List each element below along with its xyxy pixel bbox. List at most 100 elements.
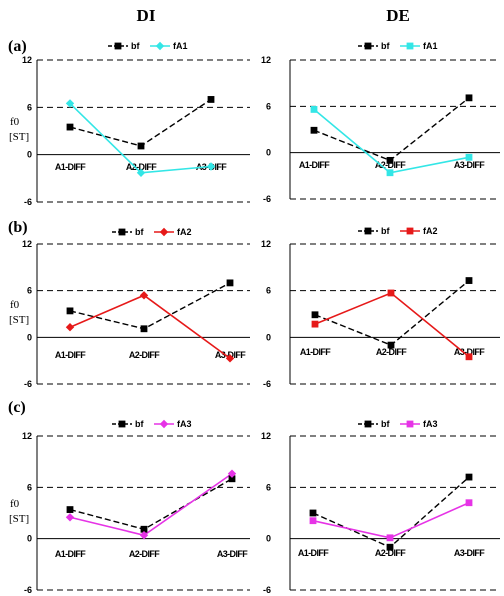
series-line-bf: [69, 282, 231, 330]
chart-panel-c-de: -6 0 6 12 A1-DIFF A2-DIFF A3-DIFF bf fA3: [261, 419, 500, 595]
data-point-bf: [66, 506, 74, 513]
data-point-fA3: [65, 513, 75, 522]
y-tick-label: 0: [27, 150, 32, 160]
y-tick-label: 12: [261, 239, 271, 249]
y-tick-label: -6: [263, 379, 271, 389]
data-point-bf: [465, 473, 473, 481]
y-tick-label: 6: [27, 482, 32, 492]
x-tick-label: A3-DIFF: [454, 548, 485, 558]
y-tick-label: -6: [24, 197, 32, 207]
data-point-bf: [140, 325, 148, 333]
data-point-fA1: [65, 99, 75, 108]
legend-label-bf: bf: [381, 419, 390, 429]
legend-marker-bf: [118, 228, 126, 236]
data-point-fA1: [386, 169, 394, 177]
data-point-bf: [386, 156, 394, 164]
x-tick-label: A2-DIFF: [376, 347, 407, 357]
y-tick-label: 0: [27, 534, 32, 544]
y-tick-label: 0: [266, 534, 271, 544]
y-tick-label: 0: [266, 332, 271, 342]
data-point-bf: [309, 509, 317, 517]
x-tick-label: A1-DIFF: [300, 347, 331, 357]
data-point-fA3: [227, 469, 237, 478]
x-tick-label: A3-DIFF: [217, 549, 248, 559]
data-point-fA2: [65, 323, 75, 332]
y-tick-label: 12: [261, 431, 271, 441]
x-tick-label: A1-DIFF: [55, 549, 86, 559]
legend-marker-fA2: [159, 227, 169, 237]
legend-marker-bf: [364, 420, 372, 428]
data-point-fA1: [136, 168, 146, 178]
series-line-bf: [69, 98, 212, 147]
legend-label-fA2: fA2: [177, 227, 192, 237]
legend-label-bf: bf: [135, 227, 144, 237]
series-line-fA3: [312, 502, 470, 539]
y-tick-label: 6: [27, 286, 32, 296]
y-tick-label: 12: [22, 239, 32, 249]
y-axis-label: f0: [10, 116, 20, 128]
row-label-a: (a): [8, 38, 27, 55]
row-label-b: (b): [8, 219, 28, 236]
y-axis-label: f0: [10, 299, 20, 311]
data-point-bf: [310, 126, 318, 134]
x-tick-label: A2-DIFF: [375, 548, 406, 558]
data-point-bf: [386, 543, 394, 551]
data-point-fA1: [310, 106, 318, 113]
y-axis-label-unit: [ST]: [9, 314, 29, 326]
legend-marker-fA2: [406, 227, 414, 235]
series-line-fA2: [69, 294, 231, 359]
y-tick-label: 0: [27, 332, 32, 342]
data-point-bf: [137, 142, 145, 150]
data-point-bf: [140, 525, 148, 533]
legend-marker-bf: [364, 227, 372, 235]
x-tick-label: A3-DIFF: [454, 160, 485, 170]
data-point-bf: [66, 123, 74, 131]
y-tick-label: 12: [261, 55, 271, 65]
legend-marker-fA1: [155, 41, 165, 51]
x-tick-label: A2-DIFF: [375, 160, 406, 170]
legend-label-fA2: fA2: [423, 226, 438, 236]
x-tick-label: A1-DIFF: [55, 162, 86, 172]
data-point-bf: [465, 277, 473, 284]
data-point-bf: [66, 307, 74, 315]
data-point-fA3: [139, 531, 149, 540]
data-point-fA2: [139, 291, 149, 300]
y-tick-label: 6: [266, 101, 271, 111]
legend-marker-bf: [114, 42, 122, 50]
data-point-bf: [387, 341, 395, 349]
x-tick-label: A2-DIFF: [129, 350, 160, 360]
data-point-bf: [465, 94, 473, 102]
legend-label-fA1: fA1: [423, 41, 438, 51]
y-tick-label: -6: [263, 194, 271, 204]
series-line-bf: [69, 478, 233, 531]
x-tick-label: A2-DIFF: [129, 549, 160, 559]
y-tick-label: -6: [24, 585, 32, 595]
x-tick-label: A1-DIFF: [299, 160, 330, 170]
legend-label-bf: bf: [381, 41, 390, 51]
y-tick-label: 0: [266, 148, 271, 158]
data-point-bf: [226, 279, 234, 287]
data-point-fA2: [387, 289, 395, 297]
data-point-fA3: [309, 517, 317, 525]
x-tick-label: A1-DIFF: [55, 350, 86, 360]
legend-marker-fA1: [406, 42, 414, 50]
legend-label-bf: bf: [381, 226, 390, 236]
data-point-fA1: [206, 162, 216, 171]
legend-label-fA3: fA3: [177, 419, 192, 429]
legend-label-fA3: fA3: [423, 419, 438, 429]
y-tick-label: -6: [263, 585, 271, 595]
chart-panel-b-de: -6 0 6 12 A1-DIFF A2-DIFF A3-DIFF bf fA2: [261, 226, 500, 389]
legend-marker-bf: [118, 420, 126, 428]
legend-label-bf: bf: [131, 41, 140, 51]
legend-marker-bf: [364, 42, 372, 50]
y-axis-label: f0: [10, 498, 20, 510]
row-label-c: (c): [8, 399, 26, 416]
chart-panel-c-di: -6 0 6 12 f0 [ST] A1-DIFF A2-DIFF A3-DIFF bf fA3: [9, 419, 250, 595]
data-point-fA3: [386, 534, 394, 542]
y-tick-label: 12: [22, 55, 32, 65]
y-tick-label: 6: [27, 102, 32, 112]
y-axis-label-unit: [ST]: [9, 513, 29, 525]
